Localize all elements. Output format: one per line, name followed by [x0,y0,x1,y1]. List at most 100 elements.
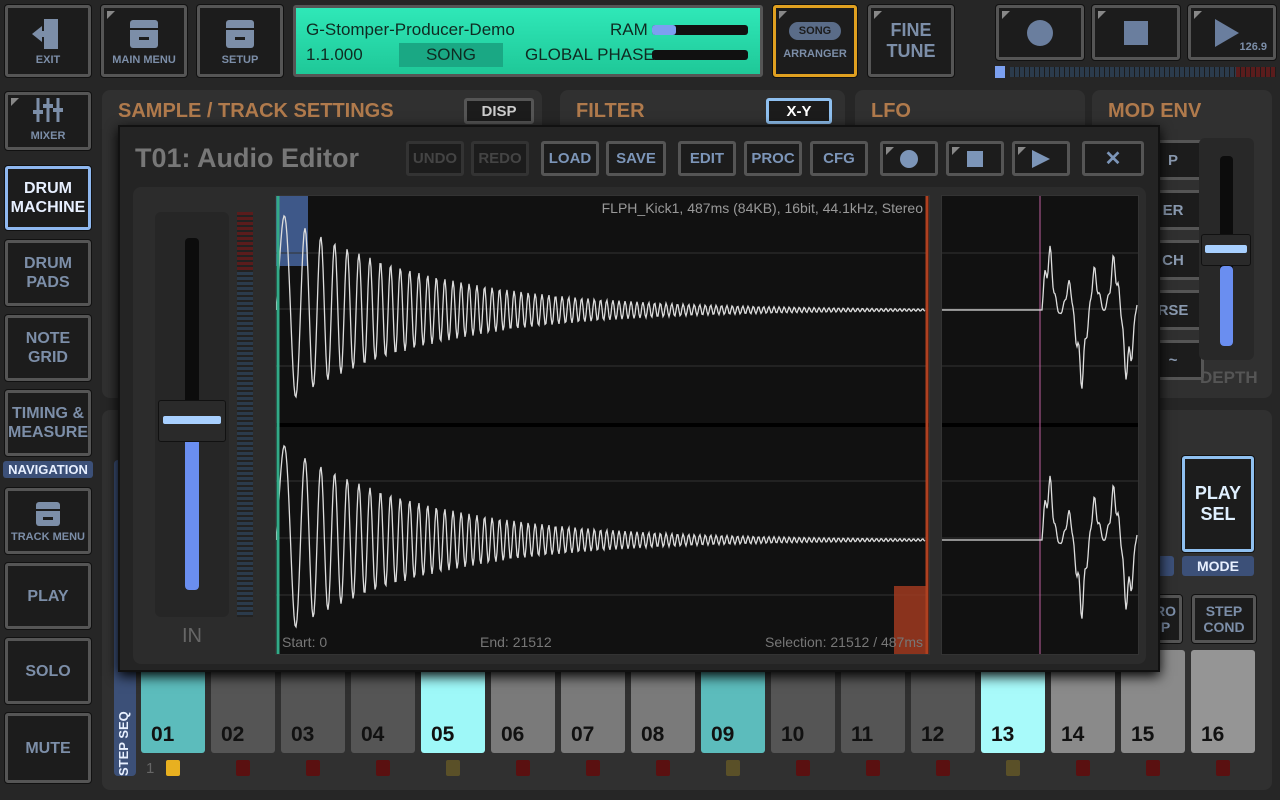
sample-info: FLPH_Kick1, 487ms (84KB), 16bit, 44.1kHz… [601,200,923,216]
song-position: 1.1.000 [306,45,363,64]
fader-handle[interactable] [158,400,226,443]
load-button[interactable]: LOAD [541,141,599,176]
sidebar-item-mute[interactable]: MUTE [5,713,91,783]
zoom-waveform [942,196,1138,654]
editor-title: T01: Audio Editor [135,143,359,173]
disp-button[interactable]: DISP [464,98,534,124]
editor-stop-button[interactable] [946,141,1004,176]
exit-button[interactable]: EXIT [5,5,91,77]
step-number: 07 [571,723,595,746]
play-mode: SONG [399,43,503,67]
fine-label: FINE [890,20,932,40]
play-icon [1215,18,1239,47]
step-led-icon [936,760,950,776]
xy-button[interactable]: X-Y [766,98,832,124]
step-number: 13 [991,723,1015,746]
navigation-label: NAVIGATION [3,461,93,478]
close-button[interactable]: ✕ [1082,141,1144,176]
save-button[interactable]: SAVE [606,141,666,176]
cfg-button[interactable]: CFG [810,141,868,176]
step-led-icon [1216,760,1230,776]
stop-icon [1124,20,1148,45]
waveform-display[interactable]: FLPH_Kick1, 487ms (84KB), 16bit, 44.1kHz… [275,195,930,655]
stop-button[interactable] [1092,5,1180,60]
edit-button[interactable]: EDIT [678,141,736,176]
waveform [276,196,929,654]
record-icon [1027,19,1053,46]
play-sel-button[interactable]: PLAY SEL [1182,456,1254,552]
play-button[interactable]: 126.9 [1188,5,1276,60]
step-number: 15 [1131,723,1155,746]
fine-tune-button[interactable]: FINE TUNE [868,5,954,77]
step-led-icon [1076,760,1090,776]
proc-button[interactable]: PROC [744,141,802,176]
step-number: 05 [431,723,455,746]
ram-meter [652,25,748,35]
sidebar-label: TRACK MENU [11,530,85,543]
step-number: 09 [711,723,735,746]
step-led-icon [726,760,740,776]
exit-door-icon [32,18,58,49]
tune-label: TUNE [886,41,936,61]
sidebar-item-drum-pads[interactable]: DRUM PADS [5,240,91,306]
input-level-meter [237,212,253,617]
arranger-button[interactable]: SONG ARRANGER [773,5,857,77]
step-led-icon [516,760,530,776]
panel-title: MOD ENV [1108,100,1202,122]
step-button-16[interactable]: 16 [1191,650,1255,753]
step-led-icon [656,760,670,776]
sidebar-item-track-menu[interactable]: TRACK MENU [5,488,91,554]
redo-button[interactable]: REDO [471,141,529,176]
slider-handle[interactable] [1201,234,1251,266]
sidebar-item-note-grid[interactable]: NOTE GRID [5,315,91,381]
editor-record-button[interactable] [880,141,938,176]
step-number: 03 [291,723,315,746]
step-number: 10 [781,723,805,746]
tempo-readout: 126.9 [1239,41,1267,53]
drawer-icon [130,19,158,48]
step-number: 04 [361,723,385,746]
step-cond-button[interactable]: STEP COND [1192,595,1256,643]
mixer-sliders-icon [33,98,63,122]
panel-title: FILTER [576,100,645,122]
depth-slider[interactable] [1199,138,1254,360]
ram-label: RAM [610,20,648,39]
step-led-icon [306,760,320,776]
song-pill: SONG [788,22,842,40]
lcd-display: G-Stomper-Producer-Demo 1.1.000 SONG RAM… [293,5,763,77]
sidebar-item-mixer[interactable]: MIXER [5,92,91,150]
step-led-icon [446,760,460,776]
step-led-icon [376,760,390,776]
beat-indicator [995,66,1005,78]
record-icon [900,149,918,168]
panel-title: SAMPLE / TRACK SETTINGS [118,100,394,122]
step-led-icon [796,760,810,776]
step-number: 12 [921,723,945,746]
selection-readout: Selection: 21512 / 487ms [765,634,923,650]
sidebar-item-play[interactable]: PLAY [5,563,91,629]
start-readout: Start: 0 [282,634,328,650]
depth-label: DEPTH [1200,368,1258,387]
step-number: 14 [1061,723,1085,746]
record-button[interactable] [996,5,1084,60]
setup-button[interactable]: SETUP [197,5,283,77]
step-led-icon [166,760,180,776]
arranger-label: ARRANGER [783,48,847,60]
step-number: 06 [501,723,525,746]
sidebar-item-timing-measure[interactable]: TIMING & MEASURE [5,390,91,456]
input-gain-fader[interactable] [155,212,229,617]
panel-title: LFO [871,100,911,122]
sidebar-label: MIXER [30,130,66,142]
page-number: 1 [146,760,155,777]
global-phase-label: GLOBAL PHASE [525,45,655,64]
sidebar-item-solo[interactable]: SOLO [5,638,91,704]
step-led-icon [236,760,250,776]
editor-play-button[interactable] [1012,141,1070,176]
main-menu-button[interactable]: MAIN MENU [101,5,187,77]
drawer-icon [36,501,60,526]
global-phase-meter [652,50,748,60]
undo-button[interactable]: UNDO [406,141,464,176]
step-number: 16 [1201,723,1225,746]
zoom-waveform-display[interactable] [941,195,1139,655]
sidebar-item-drum-machine[interactable]: DRUM MACHINE [5,166,91,230]
